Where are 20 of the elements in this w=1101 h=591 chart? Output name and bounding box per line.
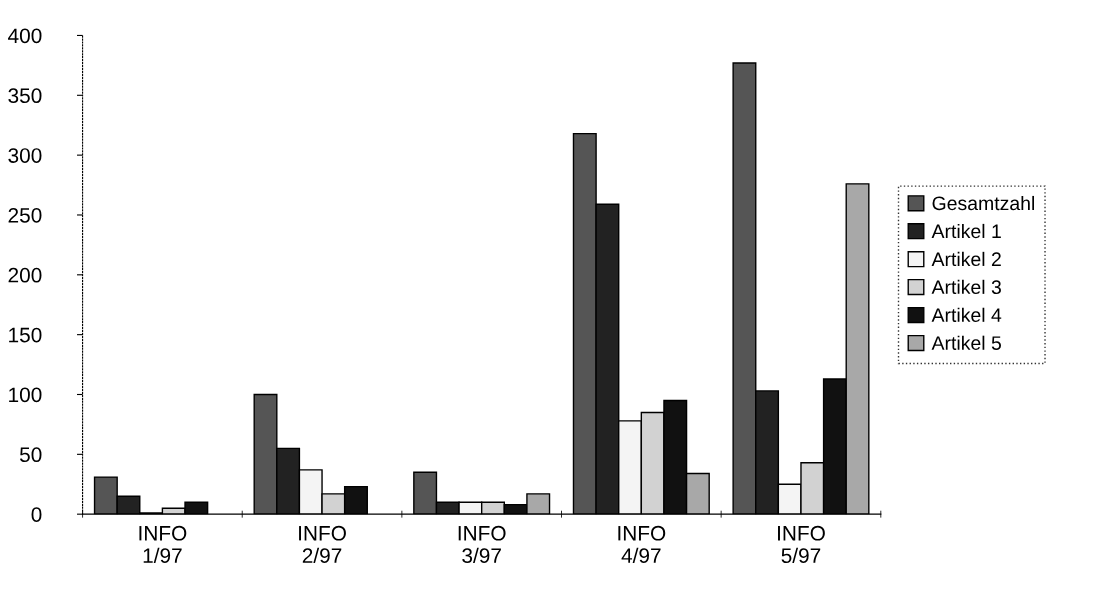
legend-label: Artikel 5 — [931, 335, 1001, 350]
x-tick-label: INFO 1/97 — [139, 525, 187, 564]
y-tick-label: 350 — [8, 88, 42, 104]
y-tick-label: 300 — [8, 148, 42, 163]
y-tick-label: 150 — [9, 327, 42, 343]
x-tick-label: INFO 5/97 — [778, 525, 825, 564]
x-tick-label: INFO 4/97 — [618, 525, 666, 564]
legend-label: Artikel 1 — [931, 223, 1001, 239]
x-tick-label: INFO 3/97 — [458, 525, 506, 564]
legend-label: Gesamtzahl — [932, 195, 1034, 211]
y-tick-label: 0 — [31, 507, 42, 522]
x-tick-label: INFO 2/97 — [299, 525, 346, 564]
legend-label: Artikel 4 — [931, 307, 1002, 323]
y-tick-label: 400 — [8, 28, 42, 44]
y-tick-label: 200 — [8, 267, 42, 283]
legend-label: Artikel 3 — [931, 279, 1001, 295]
legend-label: Artikel 2 — [931, 251, 1001, 267]
y-tick-label: 250 — [8, 207, 42, 223]
y-tick-label: 50 — [19, 447, 42, 463]
y-tick-label: 100 — [9, 387, 42, 403]
